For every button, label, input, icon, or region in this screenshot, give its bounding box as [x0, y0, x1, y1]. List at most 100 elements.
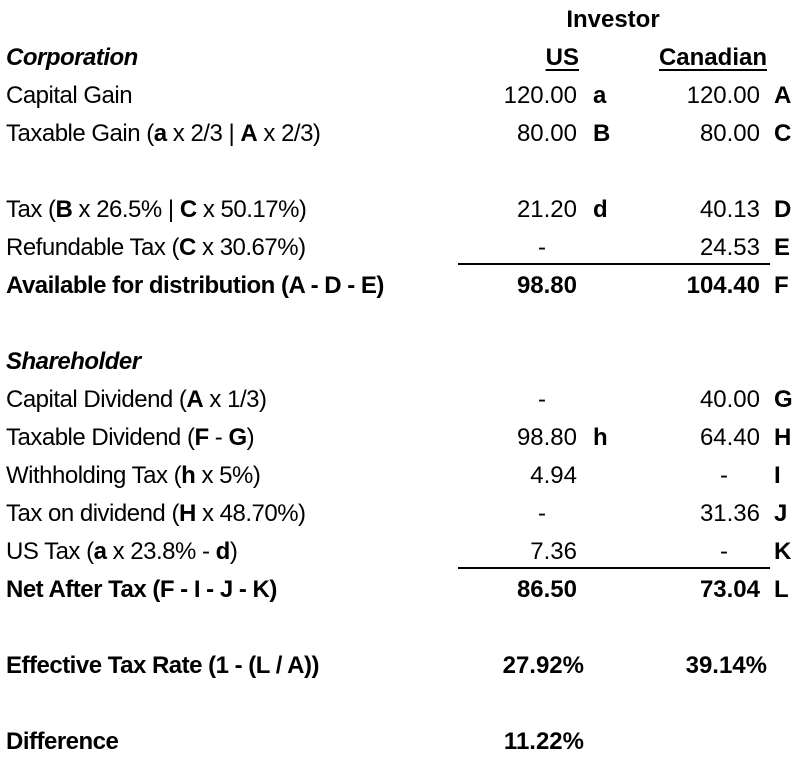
ca-ref-letter: [768, 647, 807, 685]
ca-value: 39.14%: [685, 652, 767, 679]
row-label: Taxable Gain (a x 2/3 | A x 2/3): [0, 115, 458, 153]
us-ref-letter: d: [593, 196, 608, 223]
table-row-13: Tax on dividend (H x 48.70%) - 31.36 J: [0, 495, 807, 533]
ca-ref-letter: C: [774, 120, 792, 147]
label-segment: Corporation: [6, 44, 138, 71]
us-ref-letter: [585, 647, 625, 685]
us-ref-letter: h: [593, 424, 608, 451]
us-ref-letter: [585, 495, 625, 533]
table-row-7: Available for distribution (A - D - E) 98…: [0, 267, 807, 305]
spacer-row: [0, 305, 807, 343]
row-label: Refundable Tax (C x 30.67%): [0, 229, 458, 267]
table-row-10: Capital Dividend (A x 1/3) - 40.00 G: [0, 381, 807, 419]
ca-ref-letter: D: [774, 196, 792, 223]
table-row-9: Shareholder: [0, 343, 807, 381]
ca-ref-letter: [768, 39, 807, 77]
ca-ref-letter: G: [774, 386, 793, 413]
ca-ref-letter: A: [774, 82, 792, 109]
spacer-row: [0, 153, 807, 191]
ca-value: 80.00: [699, 120, 760, 147]
label-segment: d: [215, 538, 231, 565]
us-ref-letter: [585, 457, 625, 495]
ca-value: -: [720, 462, 728, 489]
ca-ref-letter: I: [774, 462, 781, 489]
table-row-0: Investor: [0, 1, 807, 39]
label-segment: F: [194, 424, 209, 451]
label-segment: C: [179, 196, 197, 223]
row-label: Tax on dividend (H x 48.70%): [0, 495, 458, 533]
us-value: 7.36: [530, 538, 577, 565]
row-label: Capital Gain: [0, 77, 458, 115]
label-segment: x 2/3 |: [166, 120, 241, 147]
table-row-1: Corporation US Canadian: [0, 39, 807, 77]
row-label: Capital Dividend (A x 1/3): [0, 381, 458, 419]
us-ref-letter: [585, 381, 625, 419]
us-value: 4.94: [530, 462, 577, 489]
label-segment: x 26.5% |: [72, 196, 180, 223]
spacer-row: [0, 609, 807, 647]
label-segment: G: [228, 424, 247, 451]
label-segment: x 48.70%): [195, 500, 306, 527]
us-column-header: US: [545, 44, 579, 71]
ca-ref-letter: [768, 723, 807, 761]
table-row-6: Refundable Tax (C x 30.67%) - 24.53 E: [0, 229, 807, 267]
label-segment: x 50.17%): [196, 196, 307, 223]
label-segment: Capital Dividend (: [6, 386, 187, 413]
us-ref-letter: B: [593, 120, 611, 147]
table-row-5: Tax (B x 26.5% | C x 50.17%) 21.20 d 40.13 D: [0, 191, 807, 229]
table-row-3: Taxable Gain (a x 2/3 | A x 2/3) 80.00 B 80…: [0, 115, 807, 153]
us-value: 27.92%: [502, 652, 584, 679]
label-segment: ): [246, 424, 255, 451]
ca-value: 31.36: [699, 500, 760, 527]
label-segment: h: [181, 462, 196, 489]
label-segment: Capital Gain: [6, 82, 133, 109]
table-row-19: Difference 11.22%: [0, 723, 807, 761]
us-value: 11.22%: [503, 728, 584, 755]
table-row-2: Capital Gain 120.00 a 120.00 A: [0, 77, 807, 115]
row-label: Corporation: [0, 39, 458, 77]
row-label: Effective Tax Rate (1 - (L / A)): [0, 647, 458, 685]
us-ref-letter: [585, 723, 625, 761]
row-label: Difference: [0, 723, 458, 761]
table-row-11: Taxable Dividend (F - G) 98.80 h 64.40 H: [0, 419, 807, 457]
label-segment: x 1/3): [203, 386, 267, 413]
label-segment: Available for distribution (A - D - E): [6, 272, 384, 299]
us-value: 80.00: [516, 120, 577, 147]
us-ref-letter: [585, 267, 625, 305]
label-segment: -: [208, 424, 229, 451]
investor-header: Investor: [566, 6, 660, 33]
us-value: 98.80: [516, 424, 577, 451]
label-segment: US Tax (: [6, 538, 94, 565]
us-value: -: [538, 500, 546, 527]
ca-ref-letter: L: [774, 576, 789, 603]
spacer-row: [0, 685, 807, 723]
label-segment: ): [229, 538, 238, 565]
label-segment: Shareholder: [6, 348, 141, 375]
ca-ref-letter: E: [774, 234, 791, 261]
ca-value: [625, 723, 768, 761]
label-segment: x 30.67%): [195, 234, 306, 261]
row-label: Tax (B x 26.5% | C x 50.17%): [0, 191, 458, 229]
row-label: Taxable Dividend (F - G): [0, 419, 458, 457]
label-segment: Taxable Gain (: [6, 120, 154, 147]
us-ref-letter: [585, 229, 625, 267]
row-label: Net After Tax (F - I - J - K): [0, 571, 458, 609]
ca-value: 40.13: [699, 196, 760, 223]
table-row-14: US Tax (a x 23.8% - d) 7.36 - K: [0, 533, 807, 571]
table-row-15: Net After Tax (F - I - J - K) 86.50 73.04 L: [0, 571, 807, 609]
row-label: Shareholder: [0, 343, 458, 381]
us-value: 120.00: [503, 82, 577, 109]
label-segment: Withholding Tax (: [6, 462, 182, 489]
ca-value: 40.00: [699, 386, 760, 413]
ca-value: -: [720, 538, 728, 565]
label-segment: A: [240, 120, 258, 147]
ca-value: 104.40: [686, 272, 760, 299]
ca-ref-letter: J: [774, 500, 788, 527]
label-segment: x 5%): [195, 462, 261, 489]
label-segment: a: [153, 120, 167, 147]
us-ref-letter: [585, 39, 625, 77]
row-label: [0, 1, 458, 39]
ca-ref-letter: K: [774, 538, 792, 565]
row-label: Withholding Tax (h x 5%): [0, 457, 458, 495]
